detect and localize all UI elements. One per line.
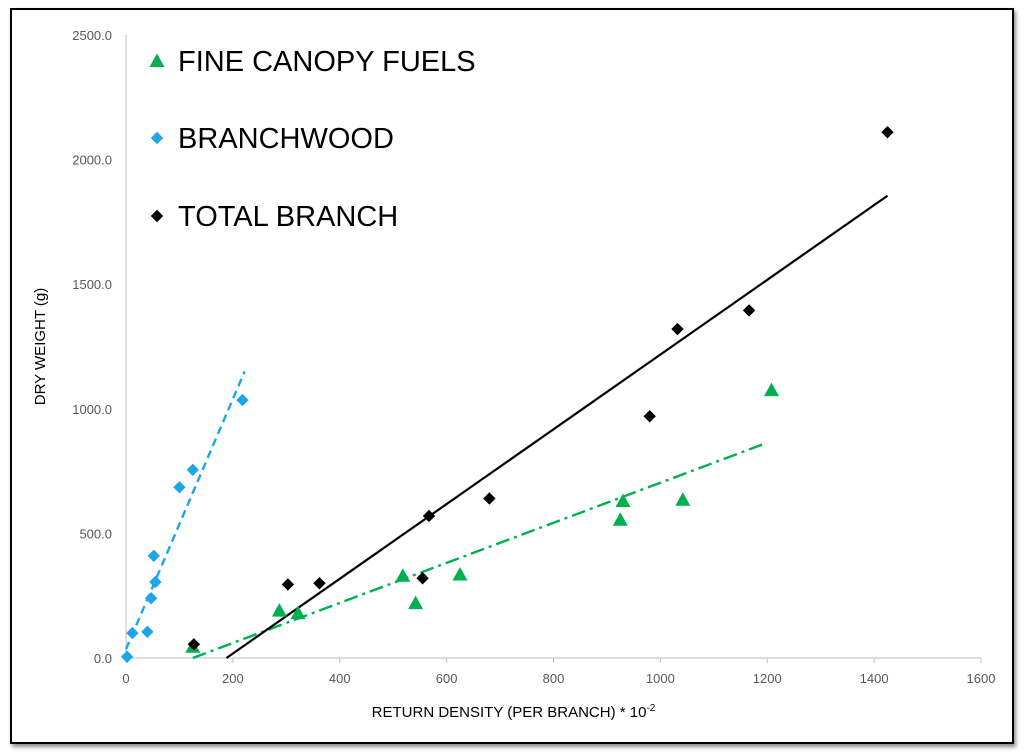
fine-canopy-fuels-point [408, 595, 424, 610]
x-axis-title-main: RETURN DENSITY (PER BRANCH) * 10 [372, 704, 647, 721]
branchwood-point [147, 549, 160, 563]
x-tick-label: 800 [543, 671, 565, 686]
branchwood-point [120, 650, 134, 663]
x-tick-label: 0 [122, 671, 129, 686]
x-axis-title-superscript: -2 [646, 703, 655, 714]
branchwood-point [126, 626, 139, 640]
branchwood-point [149, 575, 162, 589]
y-tick-label: 0.0 [94, 651, 112, 666]
x-tick-label: 600 [436, 671, 458, 686]
branchwood-legend-label: BRANCHWOOD [178, 123, 394, 155]
branchwood-legend-marker [150, 131, 164, 145]
y-tick-label: 2000.0 [72, 153, 112, 168]
branchwood-point [186, 463, 199, 477]
trendlines [124, 194, 889, 660]
total-branch-point [881, 125, 894, 139]
x-tick-label: 1400 [860, 671, 889, 686]
total-branch-legend-label: TOTAL BRANCH [178, 201, 398, 233]
x-tick-label: 1600 [967, 671, 996, 686]
fine-canopy-fuels-trendline [192, 442, 765, 660]
y-tick-label: 1500.0 [72, 277, 112, 292]
total-branch-point [187, 638, 201, 651]
x-axis-title: RETURN DENSITY (PER BRANCH) * 10-2 [372, 703, 656, 721]
y-axis-title: DRY WEIGHT (g) [32, 288, 49, 406]
scatter-chart: 0 200 400 600 800 1000 1200 1400 1600 0.0 500.0 100… [32, 28, 995, 721]
fine-canopy-fuels-point [764, 382, 780, 397]
x-tick-label: 1000 [646, 671, 675, 686]
total-branch-point [313, 577, 326, 590]
total-branch-trendline [225, 194, 889, 659]
fine-canopy-fuels-point [395, 568, 411, 582]
branchwood-trendline [124, 370, 246, 650]
x-tick-label: 1200 [753, 671, 782, 686]
total-branch-point [416, 572, 429, 585]
fine-canopy-fuels-point [452, 567, 468, 581]
axes: 0 200 400 600 800 1000 1200 1400 1600 0.0 500.0 100… [72, 28, 995, 686]
fine-canopy-fuels-point [271, 603, 287, 617]
branchwood-point [173, 481, 186, 494]
branchwood-point [144, 591, 158, 605]
chart-frame: 0 200 400 600 800 1000 1200 1400 1600 0.0 500.0 100… [10, 8, 1014, 744]
y-tick-label: 500.0 [79, 526, 112, 541]
x-tick-label: 400 [329, 671, 351, 686]
branchwood-point [141, 625, 154, 639]
fine-canopy-fuels-point [290, 605, 306, 620]
total-branch-point [671, 322, 684, 336]
branchwood-point [236, 393, 249, 407]
legend: FINE CANOPY FUELS BRANCHWOOD TOTAL BRANCH [149, 46, 476, 233]
fine-canopy-fuels-point [615, 493, 631, 508]
x-tick-label: 200 [222, 671, 244, 686]
fine-canopy-fuels-point [612, 512, 628, 526]
fine-canopy-fuels-legend-marker [149, 53, 165, 67]
fine-canopy-fuels-point [675, 492, 691, 506]
total-branch-point [281, 578, 295, 591]
y-tick-label: 2500.0 [72, 28, 112, 43]
total-branch-point [742, 304, 756, 317]
fine-canopy-fuels-legend-label: FINE CANOPY FUELS [178, 46, 476, 78]
y-tick-label: 1000.0 [72, 402, 112, 417]
total-branch-point [483, 492, 496, 505]
total-branch-legend-marker [150, 209, 164, 223]
total-branch-point [643, 410, 656, 423]
